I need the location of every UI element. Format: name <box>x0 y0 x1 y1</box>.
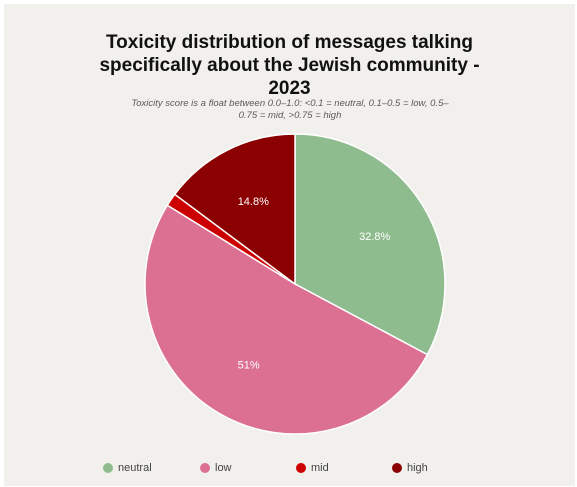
pie-slice-high[interactable] <box>174 133 296 285</box>
legend-item-low[interactable]: low <box>200 460 232 476</box>
chart-title-line-1: Toxicity distribution of messages talkin… <box>105 32 474 53</box>
pie-slice-low[interactable] <box>144 204 429 435</box>
chart-panel: Toxicity distribution of messages talkin… <box>4 4 575 486</box>
chart-legend: neutral low mid high <box>4 460 575 476</box>
chart-title-line-3: 2023 <box>268 78 311 99</box>
legend-label-low: low <box>215 462 232 474</box>
legend-swatch-neutral <box>103 463 113 473</box>
pie-chart: 32.8% 51% 14.8% <box>144 133 446 435</box>
data-label-high: 14.8% <box>238 196 269 208</box>
legend-swatch-high <box>392 463 402 473</box>
chart-subtitle: Toxicity score is a float between 0.0–1.… <box>131 98 449 121</box>
legend-label-mid: mid <box>311 462 329 474</box>
legend-item-mid[interactable]: mid <box>296 460 329 476</box>
chart-title-line-2: specifically about the Jewish community … <box>99 55 480 76</box>
legend-swatch-low <box>200 463 210 473</box>
legend-swatch-mid <box>296 463 306 473</box>
legend-label-neutral: neutral <box>118 462 152 474</box>
data-label-low: 51% <box>238 360 260 372</box>
data-label-neutral: 32.8% <box>359 231 390 243</box>
legend-item-neutral[interactable]: neutral <box>103 460 152 476</box>
chart-title: Toxicity distribution of messages talkin… <box>4 31 575 100</box>
legend-label-high: high <box>407 462 428 474</box>
pie-slice-neutral[interactable] <box>294 133 446 356</box>
legend-item-high[interactable]: high <box>392 460 428 476</box>
